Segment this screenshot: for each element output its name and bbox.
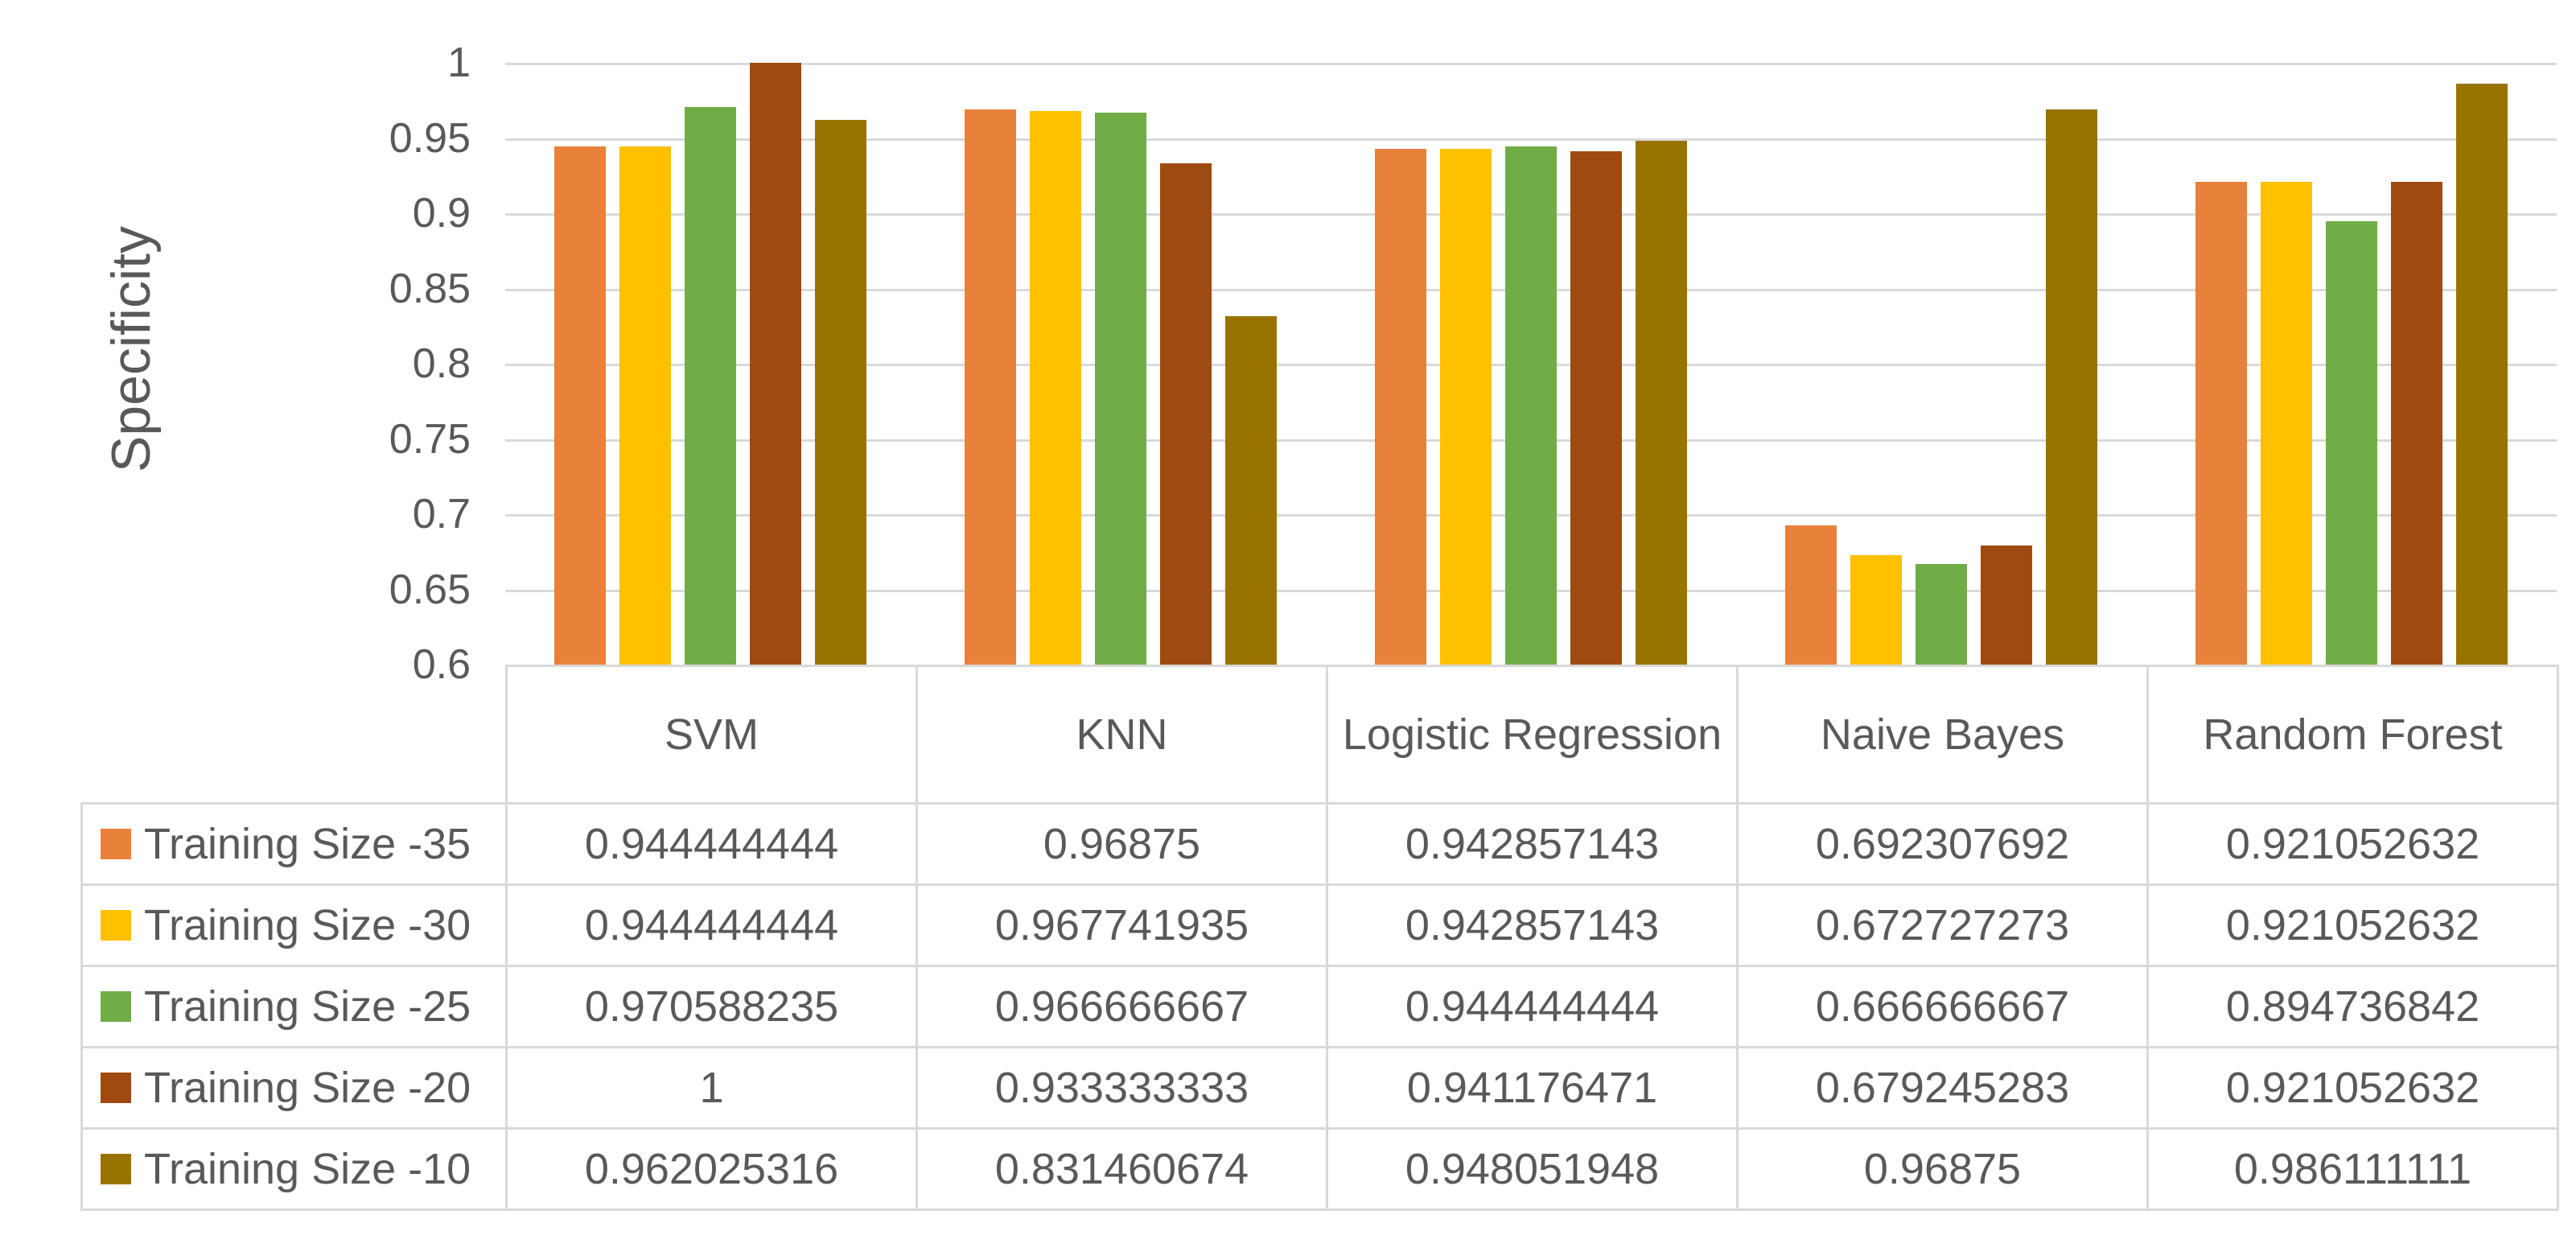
bar-random-forest-training-size--25 [2326,220,2377,665]
bar-naive-bayes-training-size--25 [1916,564,1967,665]
data-table: SVM KNN Logistic Regression Naive Bayes Rand… [80,665,2559,1211]
bar-logistic-regression-training-size--25 [1505,146,1557,665]
value-cell-random-forest: 0.894736842 [2146,965,2559,1048]
bar-knn-training-size--20 [1160,163,1212,665]
y-axis-tick-label: 0.95 [389,114,471,162]
bar-logistic-regression-training-size--10 [1636,141,1687,665]
value-cell-svm: 0.970588235 [505,965,918,1048]
table-row-training-size--30: Training Size -30 0.944444444 0.967741935 0… [80,883,2559,967]
plot-area [505,63,2557,665]
value-cell-logistic-regression: 0.942857143 [1326,883,1739,967]
value-cell-logistic-regression: 0.948051948 [1326,1127,1739,1211]
legend-swatch-icon [101,829,131,859]
table-row-training-size--20: Training Size -20 1 0.933333333 0.941176471… [80,1046,2559,1130]
bar-logistic-regression-training-size--30 [1440,148,1492,665]
bar-svm-training-size--35 [554,146,606,665]
column-header-naive-bayes: Naive Bayes [1736,665,2149,805]
y-axis-tick-label: 0.65 [389,566,471,613]
value-cell-naive-bayes: 0.672727273 [1736,883,2149,967]
bar-naive-bayes-training-size--35 [1785,525,1837,665]
value-cell-logistic-regression: 0.941176471 [1326,1046,1739,1130]
value-cell-random-forest: 0.921052632 [2146,802,2559,886]
y-axis-tick-label: 0.85 [389,265,471,312]
bar-knn-training-size--10 [1225,316,1277,665]
value-cell-svm: 0.944444444 [505,802,918,886]
y-axis-tick-label: 0.9 [412,190,471,237]
legend-label: Training Size -25 [144,982,471,1031]
bar-svm-training-size--25 [685,107,736,665]
value-cell-knn: 0.966666667 [916,965,1328,1048]
y-axis-tick-label: 1 [447,39,471,86]
legend-cell: Training Size -25 [80,965,508,1048]
y-axis-tick-label: 0.75 [389,415,471,463]
value-cell-naive-bayes: 0.692307692 [1736,802,2149,886]
bar-random-forest-training-size--20 [2391,181,2442,665]
value-cell-random-forest: 0.921052632 [2146,883,2559,967]
value-cell-knn: 0.831460674 [916,1127,1328,1211]
column-header-svm: SVM [505,665,918,805]
legend-swatch-icon [101,991,131,1022]
legend-cell: Training Size -35 [80,802,508,886]
value-cell-svm: 0.944444444 [505,883,918,967]
bar-random-forest-training-size--35 [2195,181,2247,665]
y-axis-tick-label: 0.8 [412,340,471,387]
bar-naive-bayes-training-size--20 [1981,545,2032,665]
gridline [505,63,2557,65]
legend-cell: Training Size -10 [80,1127,508,1211]
value-cell-naive-bayes: 0.96875 [1736,1127,2149,1211]
y-axis-tick-label: 0.6 [412,641,471,688]
value-cell-svm: 1 [505,1046,918,1130]
y-axis-tick-label: 0.7 [412,491,471,537]
table-row-training-size--35: Training Size -35 0.944444444 0.96875 0.942… [80,802,2559,886]
column-header-random-forest: Random Forest [2146,665,2559,805]
bar-naive-bayes-training-size--10 [2046,109,2097,665]
bar-svm-training-size--10 [815,120,866,665]
table-row-training-size--10: Training Size -10 0.962025316 0.831460674 0… [80,1127,2559,1211]
bar-knn-training-size--35 [965,109,1016,665]
table-row-training-size--25: Training Size -25 0.970588235 0.966666667 0… [80,965,2559,1048]
value-cell-random-forest: 0.986111111 [2146,1127,2559,1211]
column-header-knn: KNN [916,665,1328,805]
legend-label: Training Size -10 [144,1145,471,1193]
gridline [505,138,2557,141]
bar-svm-training-size--30 [619,146,671,665]
value-cell-svm: 0.962025316 [505,1127,918,1211]
value-cell-knn: 0.96875 [916,802,1328,886]
value-cell-logistic-regression: 0.942857143 [1326,802,1739,886]
bar-svm-training-size--20 [750,63,801,665]
column-header-logistic-regression: Logistic Regression [1326,665,1739,805]
legend-label: Training Size -35 [144,820,471,868]
legend-cell: Training Size -30 [80,883,508,967]
legend-swatch-icon [101,1073,131,1103]
value-cell-naive-bayes: 0.679245283 [1736,1046,2149,1130]
legend-swatch-icon [101,1154,131,1184]
legend-label: Training Size -30 [144,901,471,949]
legend-cell: Training Size -20 [80,1046,508,1130]
bar-random-forest-training-size--10 [2456,83,2508,665]
table-header-row: SVM KNN Logistic Regression Naive Bayes Rand… [82,665,2559,805]
value-cell-logistic-regression: 0.944444444 [1326,965,1739,1048]
bar-knn-training-size--30 [1030,111,1081,665]
bar-logistic-regression-training-size--35 [1375,148,1426,665]
bar-naive-bayes-training-size--30 [1850,555,1902,665]
value-cell-knn: 0.967741935 [916,883,1328,967]
legend-swatch-icon [101,910,131,941]
bar-logistic-regression-training-size--20 [1570,151,1622,665]
bar-knn-training-size--25 [1095,113,1146,665]
bar-random-forest-training-size--30 [2261,181,2312,665]
value-cell-knn: 0.933333333 [916,1046,1328,1130]
legend-label: Training Size -20 [144,1064,471,1112]
value-cell-naive-bayes: 0.666666667 [1736,965,2149,1048]
value-cell-random-forest: 0.921052632 [2146,1046,2559,1130]
